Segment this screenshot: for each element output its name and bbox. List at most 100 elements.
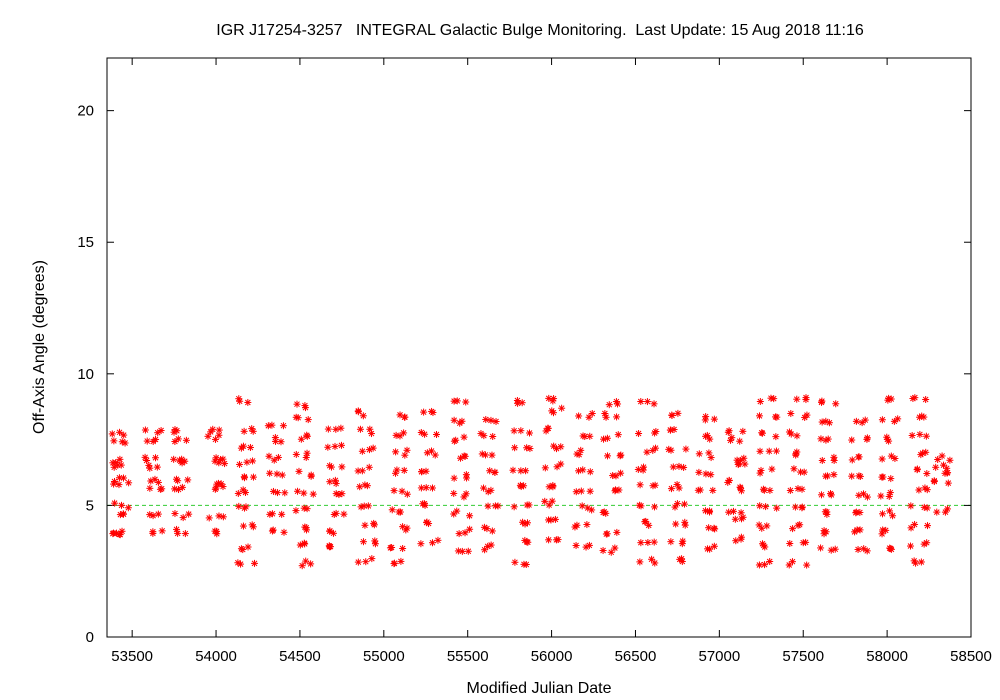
data-point xyxy=(249,523,257,531)
plot-area xyxy=(106,57,972,638)
data-point xyxy=(240,473,248,481)
data-point xyxy=(709,486,717,494)
data-point xyxy=(923,539,931,547)
data-point xyxy=(611,487,619,495)
data-point xyxy=(481,546,489,554)
data-point xyxy=(458,417,466,425)
data-point xyxy=(943,464,951,472)
data-point xyxy=(887,545,895,553)
data-point xyxy=(798,503,806,511)
data-point xyxy=(234,489,242,497)
data-point xyxy=(265,452,273,460)
data-point xyxy=(280,528,288,536)
data-point xyxy=(116,428,124,436)
data-point xyxy=(739,427,747,435)
data-point xyxy=(303,431,311,439)
x-tick-label: 57500 xyxy=(782,648,824,665)
data-point xyxy=(848,436,856,444)
data-point xyxy=(672,520,680,528)
data-point xyxy=(120,431,128,439)
data-point xyxy=(767,394,775,402)
data-point xyxy=(429,409,437,417)
y-tick-label: 5 xyxy=(86,497,94,514)
data-point xyxy=(614,400,622,408)
data-point xyxy=(388,506,396,514)
data-point xyxy=(578,502,586,510)
data-point xyxy=(273,470,281,478)
data-point xyxy=(326,543,334,551)
data-point xyxy=(464,547,472,555)
data-point xyxy=(547,516,555,524)
data-point xyxy=(399,544,407,552)
data-point xyxy=(763,522,771,530)
data-point xyxy=(270,456,278,464)
data-point xyxy=(461,529,469,537)
data-point xyxy=(171,485,179,493)
data-point xyxy=(396,508,404,516)
data-point xyxy=(889,512,897,520)
data-point xyxy=(891,455,899,463)
data-point xyxy=(830,471,838,479)
data-point xyxy=(428,484,436,492)
data-point xyxy=(340,510,348,518)
data-point xyxy=(181,530,189,538)
x-axis: 53500 54000 54500 55000 55500 56000 56500 57000… xyxy=(111,58,992,665)
data-point xyxy=(552,536,560,544)
data-point xyxy=(761,561,769,569)
data-point xyxy=(359,412,367,420)
data-point xyxy=(944,469,952,477)
data-point xyxy=(701,416,709,424)
data-point xyxy=(303,449,311,457)
data-point xyxy=(856,508,864,516)
data-point xyxy=(146,511,154,519)
data-point xyxy=(523,444,531,452)
data-point xyxy=(487,541,495,549)
data-point xyxy=(266,469,274,477)
data-point xyxy=(771,413,779,421)
data-point xyxy=(572,542,580,550)
data-point xyxy=(300,489,308,497)
chart-title: IGR J17254-3257 INTEGRAL Galactic Bulge … xyxy=(216,22,864,39)
data-point xyxy=(802,394,810,402)
data-point xyxy=(182,436,190,444)
data-point xyxy=(277,438,285,446)
x-axis-label: Modified Julian Date xyxy=(467,680,612,697)
data-point xyxy=(817,544,825,552)
data-point xyxy=(920,503,928,511)
data-point xyxy=(240,427,248,435)
data-point xyxy=(324,443,332,451)
data-point xyxy=(760,486,768,494)
y-tick-label: 20 xyxy=(77,103,94,120)
data-point xyxy=(736,437,744,445)
data-point xyxy=(650,538,658,546)
data-point xyxy=(400,466,408,474)
data-point xyxy=(371,537,379,545)
data-point xyxy=(400,429,408,437)
data-point xyxy=(946,456,954,464)
data-point xyxy=(178,483,186,491)
data-point xyxy=(214,479,222,487)
data-point xyxy=(636,558,644,566)
data-point xyxy=(298,562,306,570)
data-point xyxy=(510,427,518,435)
data-point xyxy=(545,394,553,402)
data-point xyxy=(916,430,924,438)
data-point xyxy=(143,456,151,464)
data-point xyxy=(670,426,678,434)
data-point xyxy=(920,413,928,421)
data-point xyxy=(710,524,718,532)
data-point xyxy=(667,446,675,454)
data-point xyxy=(170,428,178,436)
data-point xyxy=(237,560,245,568)
data-point xyxy=(397,557,405,565)
data-point xyxy=(356,425,364,433)
data-point xyxy=(279,422,287,430)
data-point xyxy=(213,527,221,535)
data-point xyxy=(707,471,715,479)
data-point xyxy=(887,452,895,460)
data-point xyxy=(878,416,886,424)
data-point xyxy=(212,454,220,462)
data-point xyxy=(787,410,795,418)
data-point xyxy=(239,546,247,554)
data-point xyxy=(401,413,409,421)
